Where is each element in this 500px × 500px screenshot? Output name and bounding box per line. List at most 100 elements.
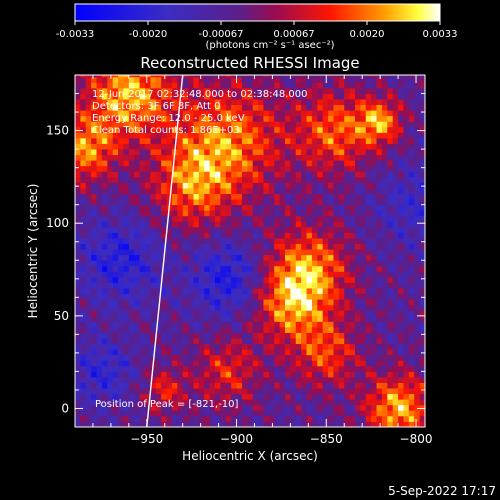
heatmap-cell: [166, 321, 173, 328]
heatmap-cell: [209, 243, 216, 250]
heatmap-cell: [128, 143, 135, 150]
heatmap-cell: [376, 176, 383, 183]
heatmap-cell: [414, 193, 421, 200]
heatmap-cell: [258, 232, 264, 239]
heatmap-cell: [96, 321, 103, 328]
heatmap-cell: [225, 82, 232, 89]
heatmap-cell: [371, 310, 377, 317]
heatmap-cell: [387, 304, 394, 311]
heatmap-cell: [355, 249, 361, 256]
heatmap-cell: [209, 215, 216, 222]
heatmap-cell: [188, 299, 194, 306]
heatmap-cell: [166, 315, 173, 322]
heatmap-cell: [247, 360, 254, 367]
heatmap-cell: [166, 93, 173, 100]
heatmap-cell: [338, 249, 345, 256]
heatmap-cell: [198, 137, 205, 144]
heatmap-cell: [263, 87, 270, 94]
heatmap-cell: [328, 232, 334, 239]
heatmap-cell: [311, 349, 318, 356]
heatmap-cell: [107, 393, 114, 400]
heatmap-cell: [311, 93, 318, 100]
heatmap-cell: [414, 282, 421, 289]
heatmap-cell: [204, 321, 211, 328]
heatmap-cell: [112, 93, 119, 100]
heatmap-cell: [355, 293, 361, 300]
heatmap-cell: [204, 338, 211, 345]
heatmap-cell: [419, 171, 425, 178]
heatmap-cell: [150, 221, 157, 228]
heatmap-cell: [231, 188, 237, 194]
heatmap-cell: [128, 226, 135, 233]
heatmap-cell: [80, 221, 87, 228]
heatmap-cell: [349, 160, 356, 167]
heatmap-cell: [274, 360, 281, 367]
heatmap-cell: [96, 160, 103, 167]
heatmap-cell: [198, 376, 205, 383]
heatmap-cell: [85, 193, 92, 200]
heatmap-cell: [376, 249, 383, 256]
heatmap-cell: [134, 399, 141, 406]
heatmap-cell: [344, 260, 351, 267]
heatmap-cell: [193, 304, 200, 311]
heatmap-cell: [392, 332, 399, 339]
heatmap-cell: [220, 299, 227, 306]
heatmap-cell: [279, 365, 286, 372]
heatmap-cell: [349, 238, 356, 244]
heatmap-cell: [128, 299, 135, 306]
heatmap-cell: [91, 288, 97, 295]
heatmap-cell: [328, 110, 334, 117]
heatmap-cell: [215, 326, 221, 333]
heatmap-cell: [371, 165, 377, 172]
heatmap-cell: [381, 232, 388, 239]
heatmap-cell: [231, 343, 237, 350]
heatmap-cell: [338, 388, 345, 395]
heatmap-cell: [134, 421, 141, 427]
heatmap-cell: [252, 238, 259, 244]
heatmap-cell: [419, 182, 425, 189]
heatmap-cell: [166, 143, 173, 150]
heatmap-cell: [155, 137, 162, 144]
heatmap-cell: [182, 271, 189, 278]
heatmap-cell: [198, 276, 205, 283]
heatmap-cell: [279, 75, 286, 78]
heatmap-cell: [322, 304, 329, 311]
heatmap-cell: [204, 165, 211, 172]
heatmap-cell: [268, 276, 275, 283]
heatmap-cell: [241, 349, 248, 356]
heatmap-cell: [150, 143, 157, 150]
heatmap-cell: [274, 165, 281, 172]
heatmap-cell: [301, 271, 307, 278]
heatmap-cell: [268, 93, 275, 100]
heatmap-cell: [365, 276, 372, 283]
heatmap-cell: [398, 410, 404, 417]
heatmap-cell: [241, 193, 248, 200]
heatmap-cell: [306, 304, 313, 311]
heatmap-cell: [290, 154, 297, 161]
heatmap-cell: [128, 115, 135, 122]
heatmap-cell: [263, 282, 270, 289]
heatmap-cell: [274, 332, 281, 339]
heatmap-cell: [155, 404, 162, 411]
heatmap-cell: [80, 293, 87, 300]
heatmap-cell: [414, 254, 421, 261]
heatmap-cell: [414, 160, 421, 167]
heatmap-cell: [75, 249, 81, 256]
heatmap-cell: [338, 149, 345, 156]
heatmap-cell: [387, 404, 394, 411]
heatmap-cell: [198, 165, 205, 172]
heatmap-cell: [155, 365, 162, 372]
heatmap-cell: [236, 304, 243, 311]
heatmap-cell: [322, 343, 329, 350]
heatmap-cell: [263, 199, 270, 206]
heatmap-cell: [408, 238, 415, 244]
heatmap-cell: [80, 360, 87, 367]
heatmap-cell: [236, 410, 243, 417]
heatmap-cell: [193, 93, 200, 100]
heatmap-cell: [112, 265, 119, 272]
heatmap-cell: [290, 132, 297, 139]
heatmap-cell: [155, 76, 162, 83]
heatmap-cell: [414, 232, 421, 239]
heatmap-cell: [408, 165, 415, 172]
heatmap-cell: [381, 332, 388, 339]
